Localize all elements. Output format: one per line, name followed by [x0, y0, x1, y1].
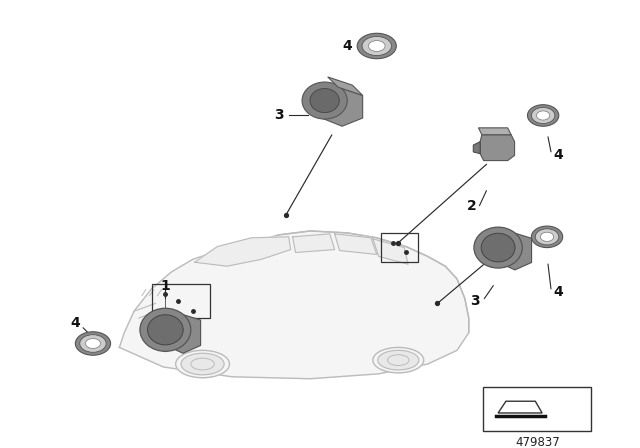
Polygon shape	[170, 312, 200, 353]
Polygon shape	[321, 87, 363, 126]
Text: 1: 1	[161, 279, 170, 293]
Ellipse shape	[536, 111, 550, 120]
Polygon shape	[335, 234, 377, 254]
Bar	[483, 387, 591, 431]
Polygon shape	[480, 135, 515, 160]
Ellipse shape	[540, 232, 554, 241]
Ellipse shape	[373, 347, 424, 373]
Text: 4: 4	[70, 316, 80, 330]
Polygon shape	[498, 401, 542, 413]
Polygon shape	[479, 128, 511, 135]
Ellipse shape	[80, 335, 106, 352]
Text: 2: 2	[467, 198, 477, 212]
Ellipse shape	[474, 227, 522, 268]
Ellipse shape	[369, 41, 385, 52]
Ellipse shape	[175, 350, 230, 378]
Ellipse shape	[76, 332, 111, 355]
Polygon shape	[373, 239, 408, 264]
Text: 3: 3	[274, 108, 284, 122]
Text: 4: 4	[553, 284, 563, 299]
Ellipse shape	[535, 229, 559, 245]
Ellipse shape	[181, 353, 224, 375]
Text: 4: 4	[553, 148, 563, 162]
Polygon shape	[473, 142, 480, 154]
Ellipse shape	[302, 82, 348, 119]
Polygon shape	[328, 77, 363, 95]
Ellipse shape	[148, 315, 183, 345]
Ellipse shape	[531, 226, 563, 248]
Text: 479837: 479837	[515, 436, 559, 448]
Polygon shape	[292, 234, 335, 253]
Ellipse shape	[310, 89, 339, 112]
Text: 3: 3	[470, 294, 479, 308]
Ellipse shape	[378, 350, 419, 370]
Ellipse shape	[86, 339, 100, 349]
Ellipse shape	[531, 108, 555, 124]
Ellipse shape	[140, 308, 191, 351]
Text: 4: 4	[342, 39, 352, 53]
Ellipse shape	[357, 33, 396, 59]
Ellipse shape	[362, 36, 392, 56]
Polygon shape	[195, 237, 291, 266]
Ellipse shape	[481, 233, 515, 262]
Polygon shape	[120, 231, 468, 379]
Polygon shape	[503, 231, 532, 270]
Ellipse shape	[527, 105, 559, 126]
